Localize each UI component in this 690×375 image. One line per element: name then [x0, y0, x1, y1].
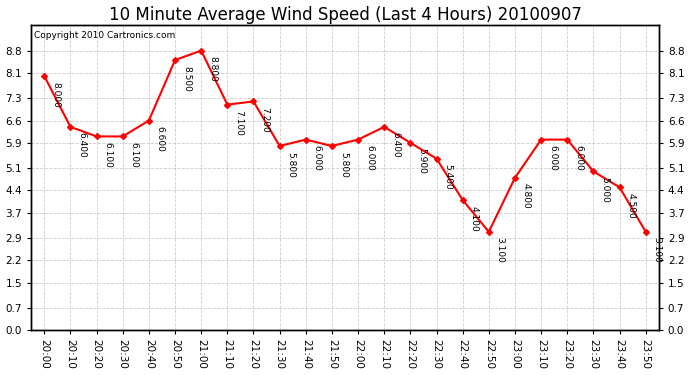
Text: 3.100: 3.100 [496, 237, 505, 263]
Text: 6.600: 6.600 [156, 126, 165, 152]
Text: 8.500: 8.500 [182, 66, 191, 92]
Text: Copyright 2010 Cartronics.com: Copyright 2010 Cartronics.com [34, 31, 175, 40]
Text: 5.800: 5.800 [339, 152, 348, 177]
Text: 5.900: 5.900 [417, 148, 426, 174]
Text: 8.800: 8.800 [208, 56, 217, 82]
Text: 4.500: 4.500 [627, 193, 635, 219]
Text: 8.000: 8.000 [51, 81, 60, 107]
Title: 10 Minute Average Wind Speed (Last 4 Hours) 20100907: 10 Minute Average Wind Speed (Last 4 Hou… [108, 6, 582, 24]
Text: 5.800: 5.800 [286, 152, 295, 177]
Text: 6.000: 6.000 [548, 145, 557, 171]
Text: 4.800: 4.800 [522, 183, 531, 209]
Text: 7.100: 7.100 [235, 110, 244, 136]
Text: 6.100: 6.100 [130, 142, 139, 168]
Text: 7.200: 7.200 [260, 107, 269, 133]
Text: 5.400: 5.400 [444, 164, 453, 190]
Text: 6.100: 6.100 [104, 142, 112, 168]
Text: 6.000: 6.000 [313, 145, 322, 171]
Text: 6.400: 6.400 [77, 132, 86, 158]
Text: 5.000: 5.000 [600, 177, 609, 203]
Text: 4.100: 4.100 [470, 206, 479, 231]
Text: 6.000: 6.000 [574, 145, 583, 171]
Text: 6.000: 6.000 [365, 145, 374, 171]
Text: 6.400: 6.400 [391, 132, 400, 158]
Text: 3.100: 3.100 [653, 237, 662, 263]
